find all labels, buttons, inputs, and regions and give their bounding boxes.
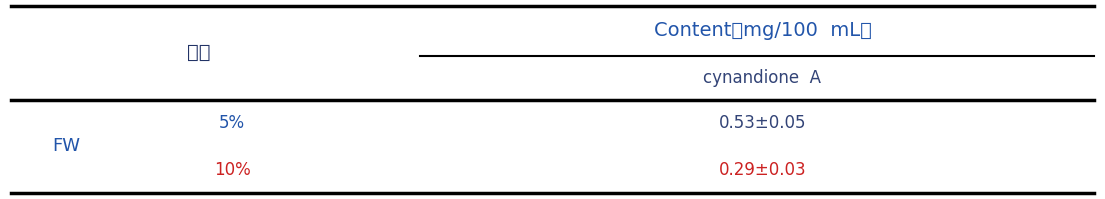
Text: 0.53±0.05: 0.53±0.05 bbox=[718, 114, 807, 132]
Text: cynandione  A: cynandione A bbox=[704, 69, 821, 87]
Text: 5%: 5% bbox=[219, 114, 245, 132]
Text: FW: FW bbox=[52, 137, 81, 155]
Text: 조청: 조청 bbox=[187, 43, 211, 62]
Text: 0.29±0.03: 0.29±0.03 bbox=[718, 161, 807, 179]
Text: Content（mg/100  mL）: Content（mg/100 mL） bbox=[653, 21, 872, 40]
Text: 10%: 10% bbox=[213, 161, 251, 179]
